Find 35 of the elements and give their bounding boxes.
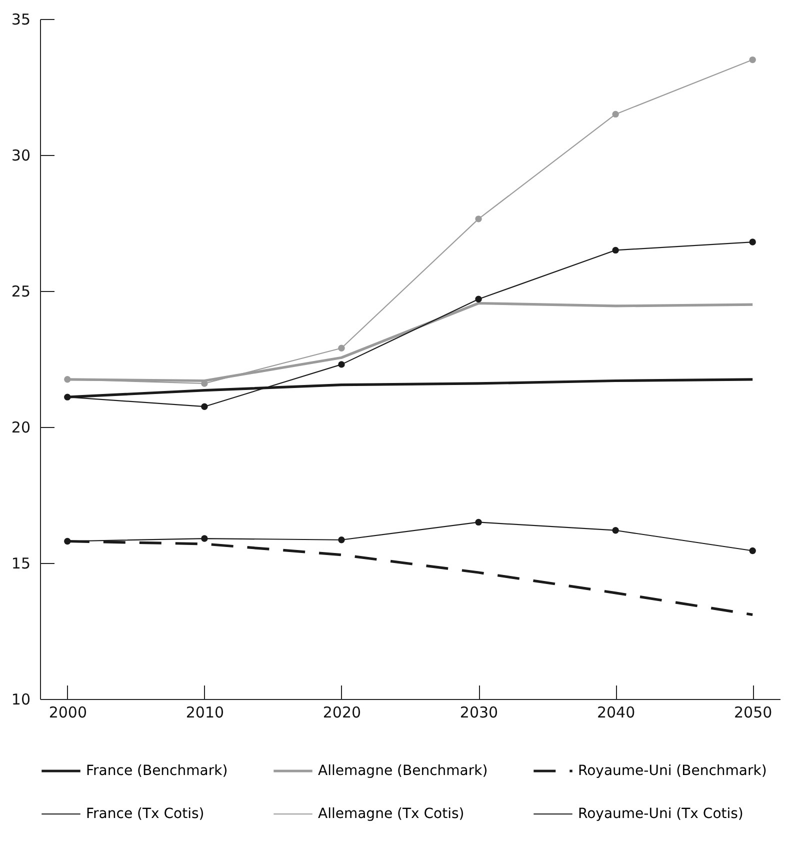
point	[475, 216, 482, 222]
legend-label: Allemagne (Benchmark)	[318, 763, 488, 779]
point	[64, 538, 71, 545]
point	[64, 394, 71, 400]
legend-label: France (Benchmark)	[86, 763, 228, 779]
legend-label: Allemagne (Tx Cotis)	[318, 806, 464, 822]
y-tick-label: 20	[11, 418, 30, 436]
point	[338, 344, 345, 352]
point	[64, 376, 71, 383]
x-tick-label: 2000	[48, 704, 87, 722]
legend-label: Royaume-Uni (Benchmark)	[578, 763, 767, 779]
y-tick-label: 25	[11, 282, 30, 300]
point	[201, 403, 208, 410]
x-tick-label: 2040	[596, 704, 636, 722]
point	[749, 547, 756, 554]
point	[612, 246, 619, 254]
point	[201, 535, 208, 542]
x-tick-label: 2030	[460, 704, 498, 722]
legend-label: Royaume-Uni (Tx Cotis)	[578, 806, 744, 822]
point	[749, 238, 756, 246]
x-tick-label: 2020	[322, 704, 362, 722]
point	[338, 536, 345, 544]
x-tick-label: 2010	[186, 704, 224, 722]
y-tick-label: 15	[11, 554, 30, 572]
y-tick-label: 35	[11, 10, 30, 28]
legend-label: France (Tx Cotis)	[86, 806, 204, 822]
point	[338, 361, 345, 368]
point	[749, 56, 756, 64]
y-tick-label: 10	[11, 690, 30, 708]
x-tick-label: 2050	[734, 704, 772, 722]
point	[612, 527, 619, 534]
point	[612, 110, 619, 118]
point	[475, 296, 482, 303]
point	[475, 518, 482, 526]
y-tick-label: 30	[11, 146, 30, 164]
